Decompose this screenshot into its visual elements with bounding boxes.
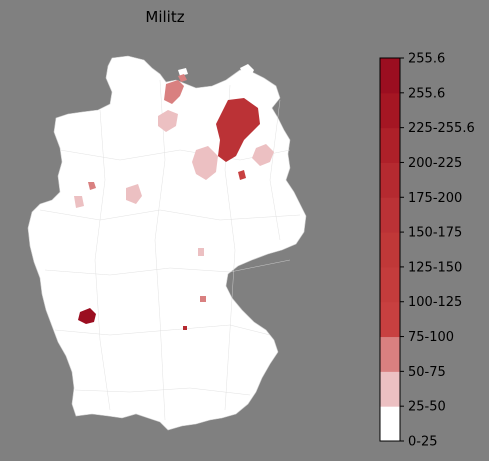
colorbar-tick-label: 150-175 xyxy=(408,226,462,241)
colorbar-tick-label: 25-50 xyxy=(408,400,446,415)
region-ostholstein xyxy=(164,80,184,104)
region-uckermark xyxy=(252,144,274,166)
region-ostholstein-tip xyxy=(178,74,187,82)
region-small-brandenburg xyxy=(238,170,246,180)
colorbar-tick-label: 0-25 xyxy=(408,435,438,450)
colorbar-swatch xyxy=(380,127,400,163)
colorbar-swatch xyxy=(380,371,400,407)
region-prignitz xyxy=(192,146,218,180)
region-rostock-guestrow xyxy=(216,98,260,162)
ruegen-island xyxy=(240,64,254,78)
colorbar-swatch xyxy=(380,162,400,198)
region-hannover xyxy=(126,184,142,204)
region-bayreuth xyxy=(200,296,206,302)
colorbar-border xyxy=(379,57,401,442)
region-bremen-area xyxy=(88,182,96,190)
fehmarn-island xyxy=(178,68,188,76)
colorbar-tick-label: 200-225 xyxy=(408,156,462,171)
colorbar-tick-label: 225-255.6 xyxy=(408,121,475,136)
colored-regions xyxy=(74,74,274,330)
colorbar-max-label: 255.6 xyxy=(408,52,445,67)
colorbar-swatch xyxy=(380,92,400,129)
region-nuernberg-small xyxy=(183,326,187,330)
colorbar-swatch xyxy=(380,336,400,372)
colorbar-tick-label: 50-75 xyxy=(408,365,446,380)
colorbar-swatch xyxy=(380,406,400,442)
colorbar-swatch xyxy=(380,232,400,268)
region-bad-kreuznach xyxy=(78,308,96,324)
map-title: Militz xyxy=(145,8,185,26)
colorbar-swatch xyxy=(380,266,400,303)
colorbar: 0-25 25-50 50-75 75-100 100-125 125-150 150-17… xyxy=(379,52,475,450)
colorbar-swatch xyxy=(380,197,400,233)
colorbar-tick-label: 100-125 xyxy=(408,295,462,310)
colorbar-swatch xyxy=(380,301,400,338)
colorbar-tick-label: 175-200 xyxy=(408,191,462,206)
colorbar-tick-label: 125-150 xyxy=(408,260,462,275)
region-luebeck xyxy=(158,110,178,132)
colorbar-swatch xyxy=(380,58,400,94)
colorbar-tick-label: 255.6 xyxy=(408,86,445,101)
region-osnabrueck xyxy=(74,196,84,208)
region-thueringen xyxy=(198,248,204,256)
colorbar-tick-label: 75-100 xyxy=(408,330,454,345)
